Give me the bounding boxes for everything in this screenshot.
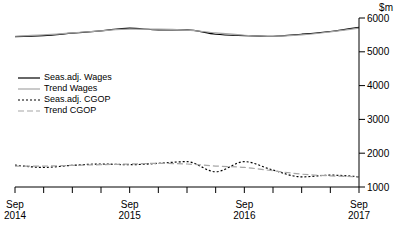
svg-text:Sep2014: Sep2014 (4, 199, 27, 221)
svg-text:Sep2017: Sep2017 (348, 199, 371, 221)
svg-text:4000: 4000 (367, 80, 390, 91)
svg-text:2000: 2000 (367, 148, 390, 159)
html-text:Seas.adj. CGOP: Seas.adj. CGOP (44, 94, 111, 104)
svg-text:5000: 5000 (367, 46, 390, 57)
svg-text:6000: 6000 (367, 13, 390, 24)
svg-text:1000: 1000 (367, 182, 390, 193)
svg-text:Sep2015: Sep2015 (119, 199, 142, 221)
svg-text:Sep2016: Sep2016 (233, 199, 256, 221)
html-text:Trend Wages: Trend Wages (44, 83, 98, 93)
html-text:Trend CGOP: Trend CGOP (44, 105, 97, 115)
html-text:$m: $m (379, 2, 393, 13)
svg-text:3000: 3000 (367, 114, 390, 125)
html-text:Seas.adj. Wages: Seas.adj. Wages (44, 72, 112, 82)
